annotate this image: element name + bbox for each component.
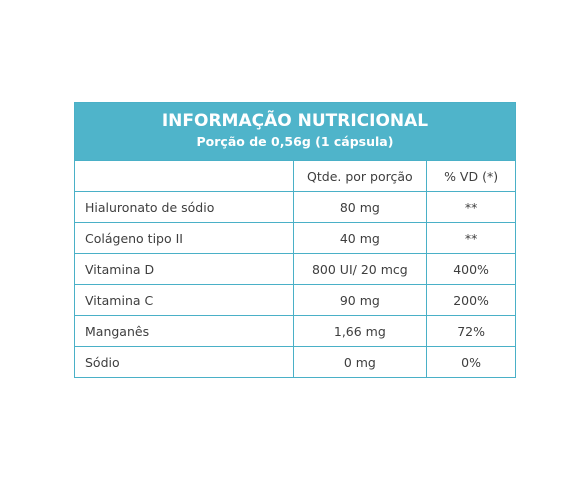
table-cell: 1,66 mg <box>292 315 428 347</box>
table-cell: 40 mg <box>292 222 428 254</box>
table-cell: Manganês <box>75 315 294 347</box>
table-header: INFORMAÇÃO NUTRICIONAL Porção de 0,56g (… <box>75 103 515 161</box>
table-row: Vitamina D 800 UI/ 20 mcg 400% <box>75 253 515 285</box>
table-body: Qtde. por porção % VD (*) Hialuronato de… <box>75 161 515 377</box>
table-cell: 0 mg <box>292 346 428 377</box>
table-cell: 800 UI/ 20 mcg <box>292 253 428 285</box>
table-row: Hialuronato de sódio 80 mg ** <box>75 191 515 223</box>
subtitle: Porção de 0,56g (1 cápsula) <box>196 134 394 149</box>
table-cell: 400% <box>426 253 515 285</box>
table-row: Colágeno tipo II 40 mg ** <box>75 222 515 254</box>
title: INFORMAÇÃO NUTRICIONAL <box>161 111 429 131</box>
table: Qtde. por porção % VD (*) Hialuronato de… <box>75 161 515 377</box>
table-cell: Vitamina C <box>75 284 294 316</box>
table-row: Vitamina C 90 mg 200% <box>75 284 515 316</box>
table-cell: 90 mg <box>292 284 428 316</box>
table-cell: Hialuronato de sódio <box>75 191 294 223</box>
table-cell: ** <box>426 222 515 254</box>
empty-cell <box>75 161 294 192</box>
table-cell: Sódio <box>75 346 294 377</box>
table-cell: ** <box>426 191 515 223</box>
table-cell: 72% <box>426 315 515 347</box>
table-cell: 80 mg <box>292 191 428 223</box>
table-cell: Colágeno tipo II <box>75 222 294 254</box>
nutrition-table: INFORMAÇÃO NUTRICIONAL Porção de 0,56g (… <box>74 102 516 378</box>
table-row: Sódio 0 mg 0% <box>75 346 515 377</box>
column-header-row: Qtde. por porção % VD (*) <box>75 161 515 192</box>
table-cell: Vitamina D <box>75 253 294 285</box>
column-header: Qtde. por porção <box>292 161 428 192</box>
table-cell: 200% <box>426 284 515 316</box>
table-row: Manganês 1,66 mg 72% <box>75 315 515 347</box>
column-header: % VD (*) <box>426 161 515 192</box>
table-cell: 0% <box>426 346 515 377</box>
